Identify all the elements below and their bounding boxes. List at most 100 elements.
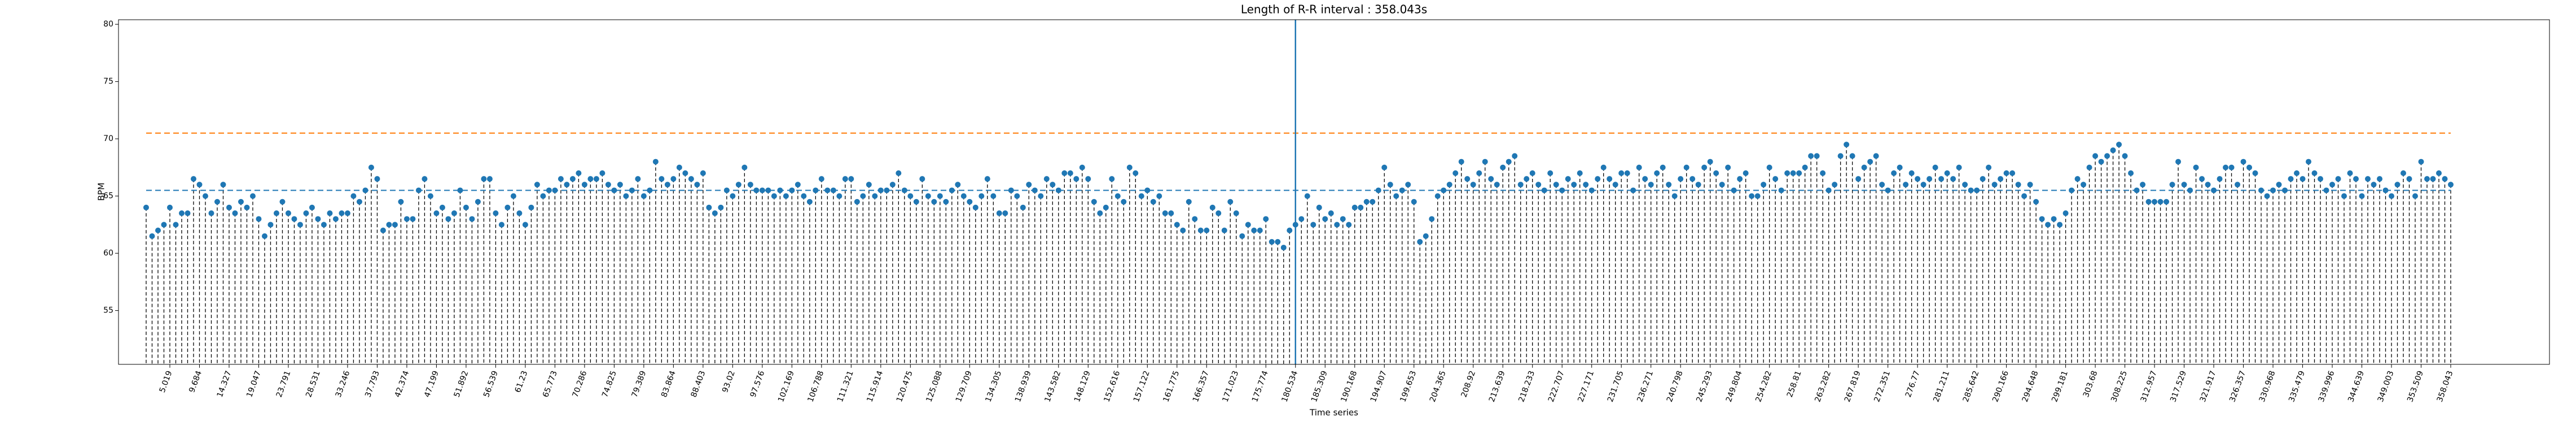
marker (516, 210, 523, 217)
marker (1192, 216, 1198, 222)
marker (1008, 187, 1014, 193)
marker (166, 204, 173, 210)
marker (178, 210, 185, 217)
marker (984, 176, 990, 182)
marker (1114, 193, 1121, 199)
marker (2074, 176, 2081, 182)
marker (534, 182, 540, 188)
marker (267, 222, 274, 228)
marker (1636, 164, 1642, 170)
marker (1754, 193, 1761, 199)
marker (2288, 176, 2294, 182)
marker (967, 199, 973, 205)
marker (1239, 233, 1245, 239)
marker (1133, 170, 1139, 177)
marker (540, 193, 546, 199)
marker (735, 182, 741, 188)
marker (1980, 176, 1986, 182)
marker (2436, 170, 2442, 177)
marker (1452, 170, 1459, 177)
marker (202, 193, 208, 199)
marker (1405, 182, 1411, 188)
marker (558, 176, 564, 182)
marker (427, 193, 433, 199)
marker (1908, 170, 1915, 177)
marker (1358, 204, 1364, 210)
marker (1067, 170, 1073, 177)
marker (155, 227, 161, 233)
marker (2347, 170, 2353, 177)
marker (249, 193, 256, 199)
marker (2341, 193, 2347, 199)
marker (285, 210, 291, 217)
marker (872, 193, 878, 199)
marker (919, 176, 925, 182)
marker (238, 199, 244, 205)
marker (1441, 187, 1447, 193)
marker (2015, 182, 2021, 188)
marker (2098, 158, 2104, 165)
marker (1837, 153, 1844, 159)
marker (552, 187, 558, 193)
marker (1719, 182, 1725, 188)
marker (1820, 170, 1826, 177)
marker (1796, 170, 1802, 177)
marker (676, 164, 682, 170)
marker (1423, 233, 1429, 239)
marker (2223, 164, 2229, 170)
marker (599, 170, 605, 177)
marker (226, 204, 232, 210)
marker (2086, 164, 2092, 170)
marker (1476, 170, 1482, 177)
marker (777, 187, 783, 193)
marker (1494, 182, 1500, 188)
marker (2246, 164, 2253, 170)
marker (208, 210, 214, 217)
marker (1962, 182, 1968, 188)
marker (1050, 182, 1056, 188)
marker (2270, 187, 2276, 193)
marker (2152, 199, 2158, 205)
marker (718, 204, 724, 210)
marker (2009, 170, 2016, 177)
marker (1986, 164, 1992, 170)
marker (1808, 153, 1814, 159)
marker (1897, 164, 1903, 170)
marker (1588, 187, 1595, 193)
marker (327, 210, 333, 217)
marker (1766, 164, 1772, 170)
marker (581, 182, 587, 188)
marker (1595, 176, 1601, 182)
marker (498, 222, 504, 228)
marker (161, 222, 167, 228)
marker (469, 216, 475, 222)
marker (943, 199, 949, 205)
marker (1298, 216, 1305, 222)
marker (1363, 199, 1370, 205)
marker (1038, 193, 1044, 199)
marker (1832, 182, 1838, 188)
marker (1434, 193, 1441, 199)
marker (309, 204, 315, 210)
marker (1991, 182, 1998, 188)
marker (2294, 170, 2300, 177)
marker (1221, 227, 1227, 233)
marker (1316, 204, 1322, 210)
y-axis-label: BPM (96, 183, 107, 201)
marker (1174, 222, 1180, 228)
marker (1678, 176, 1684, 182)
marker (2401, 170, 2407, 177)
marker (587, 176, 594, 182)
marker (1654, 170, 1660, 177)
marker (901, 187, 907, 193)
marker (356, 199, 362, 205)
marker (949, 187, 955, 193)
marker (528, 204, 534, 210)
marker (422, 176, 428, 182)
marker (1524, 176, 1530, 182)
marker (2122, 153, 2128, 159)
marker (818, 176, 824, 182)
marker (2329, 182, 2336, 188)
marker (682, 170, 688, 177)
